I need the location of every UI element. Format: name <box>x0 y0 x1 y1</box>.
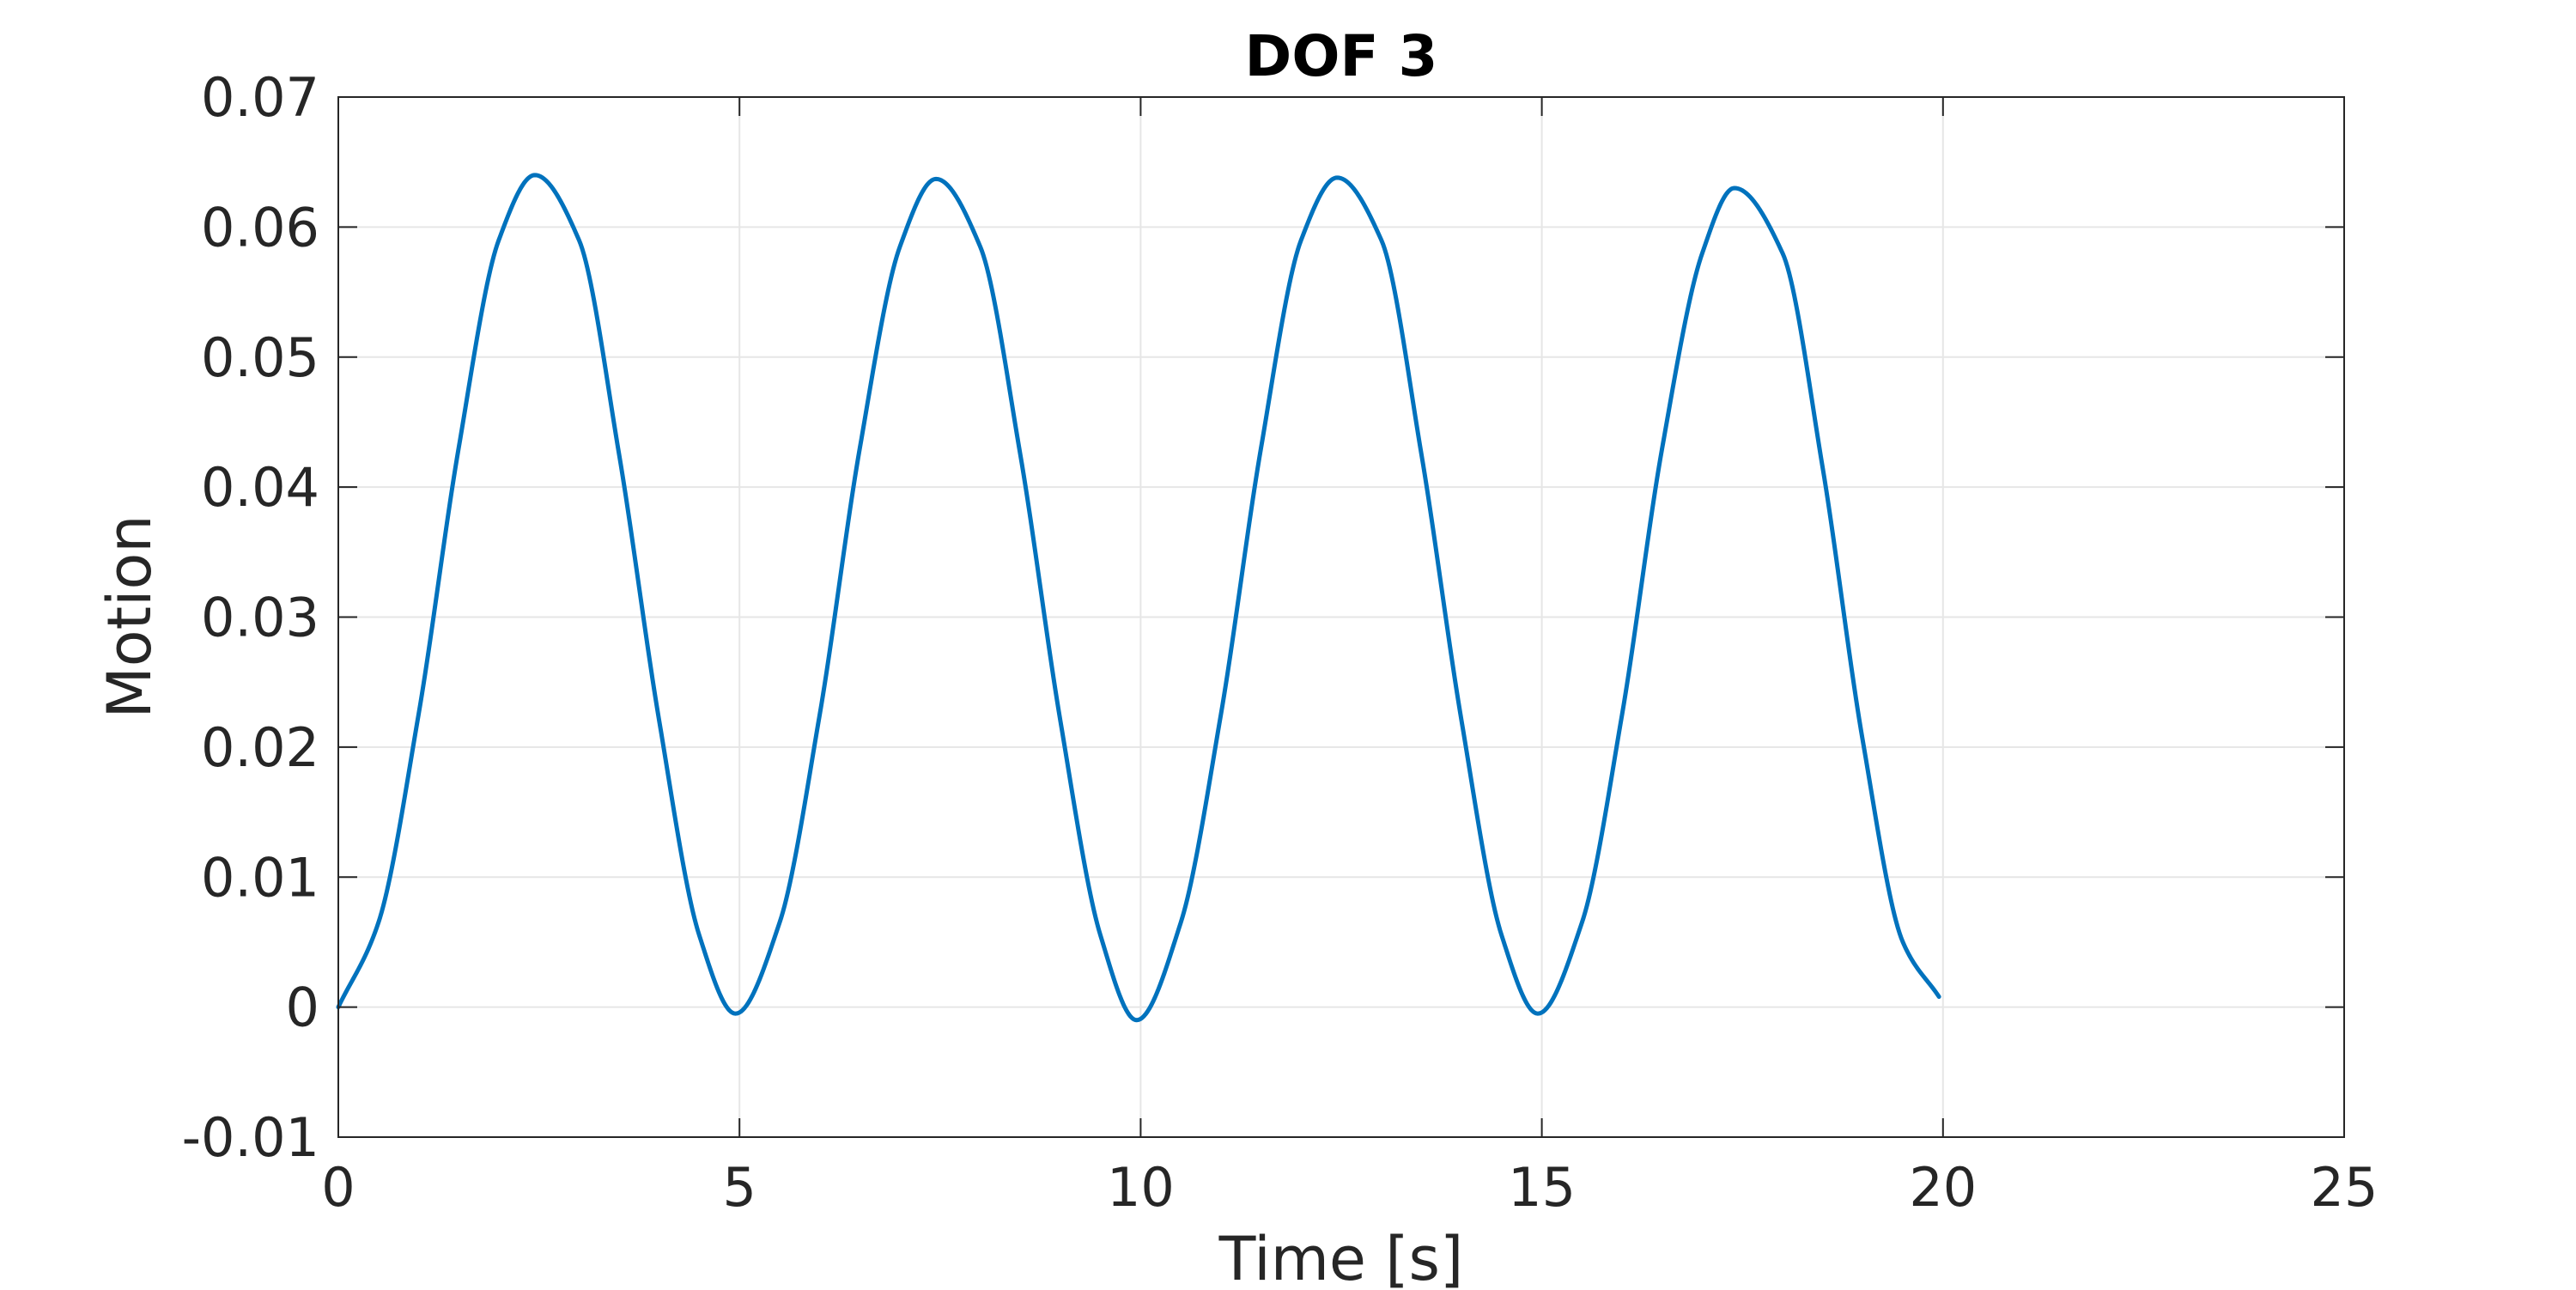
y-tick-labels: -0.01 0 0.01 0.02 0.03 0.04 0.05 0.06 0.07 <box>182 66 319 1169</box>
y-tick-label: 0 <box>286 977 319 1039</box>
y-tick-label: 0.07 <box>201 66 319 129</box>
y-tick-label: 0.04 <box>201 456 319 519</box>
y-tick-label: 0.03 <box>201 587 319 649</box>
x-tick-label: 20 <box>1909 1156 1977 1219</box>
y-tick-label: 0.01 <box>201 846 319 909</box>
x-tick-label: 10 <box>1107 1156 1175 1219</box>
x-tick-label: 5 <box>722 1156 756 1219</box>
y-axis-label: Motion <box>94 514 165 718</box>
chart-title: DOF 3 <box>1245 23 1438 89</box>
x-axis-label: Time [s] <box>1218 1224 1464 1290</box>
series-line <box>336 173 1941 1023</box>
y-tick-label: 0.02 <box>201 716 319 779</box>
y-tick-label: -0.01 <box>182 1106 319 1169</box>
y-tick-label: 0.06 <box>201 196 319 259</box>
x-tick-label: 15 <box>1508 1156 1576 1219</box>
y-tick-label: 0.05 <box>201 326 319 389</box>
ticks <box>337 96 2345 1138</box>
grid <box>338 97 2344 1137</box>
series-layer <box>336 173 1941 1023</box>
x-tick-label: 0 <box>321 1156 355 1219</box>
x-tick-labels: 0 5 10 15 20 25 <box>321 1156 2378 1219</box>
x-tick-label: 25 <box>2311 1156 2379 1219</box>
